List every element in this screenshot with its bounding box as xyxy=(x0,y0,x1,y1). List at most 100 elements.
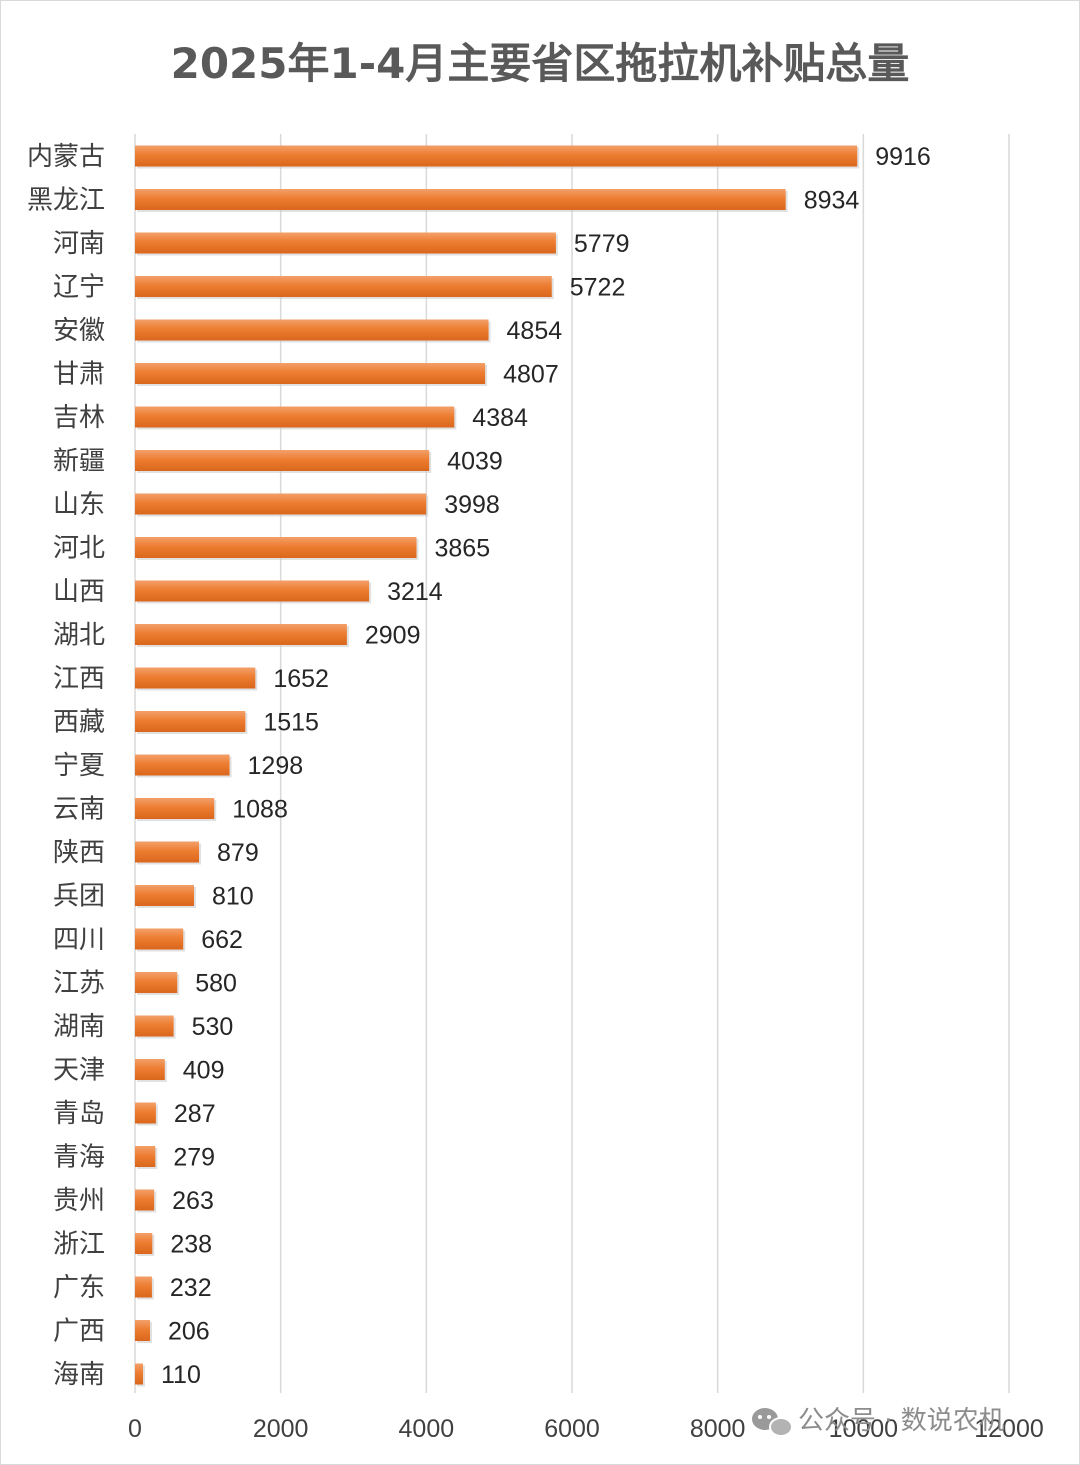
category-label: 吉林 xyxy=(53,403,105,433)
data-label: 3998 xyxy=(444,491,500,519)
bar xyxy=(135,754,230,776)
category-label: 宁夏 xyxy=(53,751,105,781)
data-label: 110 xyxy=(161,1361,201,1389)
x-axis-ticks: 0 2000 4000 6000 8000 10000 12000 xyxy=(128,1415,1044,1443)
category-label: 青海 xyxy=(53,1143,105,1173)
data-label: 662 xyxy=(201,926,243,954)
bar xyxy=(135,1015,174,1037)
bar xyxy=(135,145,858,167)
data-label: 263 xyxy=(172,1187,214,1215)
wechat-icon xyxy=(752,1408,793,1437)
bar xyxy=(135,232,556,254)
bar xyxy=(135,537,417,558)
bar xyxy=(135,1059,165,1080)
gridlines xyxy=(134,134,1010,1393)
category-label: 江西 xyxy=(53,664,105,694)
data-label: 5722 xyxy=(570,274,626,302)
x-tick-label: 10000 xyxy=(829,1415,899,1443)
bar xyxy=(135,276,552,297)
category-label: 云南 xyxy=(53,795,105,825)
category-labels: 内蒙古黑龙江河南辽宁安徽甘肃吉林新疆山东河北山西湖北江西西藏宁夏云南陕西兵团四川… xyxy=(27,142,105,1390)
watermark: 公众号 · 数说农机 xyxy=(752,1406,1005,1437)
bar xyxy=(135,1189,155,1211)
data-label: 3214 xyxy=(387,578,443,606)
bar xyxy=(135,363,486,384)
bar xyxy=(135,1276,152,1298)
chart-title: 2025年1-4月主要省区拖拉机补贴总量 xyxy=(171,39,910,88)
data-label: 279 xyxy=(173,1144,215,1172)
category-label: 海南 xyxy=(53,1360,105,1390)
bar xyxy=(135,1146,156,1167)
category-label: 安徽 xyxy=(53,316,105,346)
data-label: 4807 xyxy=(503,361,559,389)
data-label: 287 xyxy=(174,1100,216,1128)
x-tick-label: 4000 xyxy=(399,1415,455,1443)
data-label: 530 xyxy=(192,1013,234,1041)
bar xyxy=(135,798,215,819)
category-label: 山西 xyxy=(53,577,105,607)
category-label: 内蒙古 xyxy=(27,142,105,172)
data-label: 1652 xyxy=(273,665,329,693)
category-label: 广东 xyxy=(53,1273,105,1303)
bar xyxy=(135,1320,151,1341)
category-label: 兵团 xyxy=(53,882,105,912)
bar xyxy=(135,711,246,732)
data-label: 5779 xyxy=(574,230,630,258)
bar xyxy=(135,406,455,428)
category-label: 广西 xyxy=(53,1317,105,1347)
category-label: 甘肃 xyxy=(53,360,105,390)
category-label: 河北 xyxy=(53,534,105,564)
data-label: 232 xyxy=(170,1274,212,1302)
category-label: 陕西 xyxy=(53,838,105,868)
data-label: 9916 xyxy=(875,143,931,171)
bar xyxy=(135,450,430,471)
category-label: 黑龙江 xyxy=(27,186,105,216)
category-label: 贵州 xyxy=(53,1186,105,1216)
data-label: 580 xyxy=(195,970,237,998)
data-label: 8934 xyxy=(804,187,860,215)
category-label: 山东 xyxy=(53,490,105,520)
data-label: 1088 xyxy=(232,796,288,824)
data-label: 206 xyxy=(168,1318,210,1346)
data-label: 4854 xyxy=(507,317,563,345)
bars xyxy=(135,145,860,1387)
data-label: 4039 xyxy=(447,448,503,476)
bar xyxy=(135,493,427,515)
x-tick-label: 12000 xyxy=(974,1415,1044,1443)
category-label: 湖南 xyxy=(53,1012,105,1042)
data-label: 1515 xyxy=(263,709,319,737)
x-tick-label: 2000 xyxy=(253,1415,309,1443)
category-label: 辽宁 xyxy=(53,273,105,303)
bar xyxy=(135,885,194,906)
data-label: 1298 xyxy=(248,752,304,780)
bar xyxy=(135,1233,153,1254)
bar xyxy=(135,972,178,993)
category-label: 江苏 xyxy=(53,969,105,999)
bar xyxy=(135,667,256,689)
x-tick-label: 6000 xyxy=(544,1415,600,1443)
x-tick-label: 0 xyxy=(128,1415,142,1443)
category-label: 青岛 xyxy=(53,1099,105,1129)
bar xyxy=(135,1102,156,1124)
data-label: 409 xyxy=(183,1057,225,1085)
category-label: 湖北 xyxy=(53,621,105,651)
watermark-text: 公众号 · 数说农机 xyxy=(798,1406,1005,1436)
bar xyxy=(135,319,489,341)
data-label: 810 xyxy=(212,883,254,911)
bar xyxy=(135,1363,144,1385)
bar xyxy=(135,841,200,863)
bar xyxy=(135,189,786,210)
data-label: 238 xyxy=(170,1231,212,1259)
bar xyxy=(135,928,184,950)
category-label: 四川 xyxy=(53,925,105,955)
category-label: 西藏 xyxy=(53,708,105,738)
category-label: 浙江 xyxy=(53,1230,105,1260)
data-label: 879 xyxy=(217,839,259,867)
data-label: 4384 xyxy=(472,404,528,432)
data-label: 2909 xyxy=(365,622,421,650)
data-label: 3865 xyxy=(435,535,491,563)
x-tick-label: 8000 xyxy=(690,1415,746,1443)
category-label: 河南 xyxy=(53,229,105,259)
